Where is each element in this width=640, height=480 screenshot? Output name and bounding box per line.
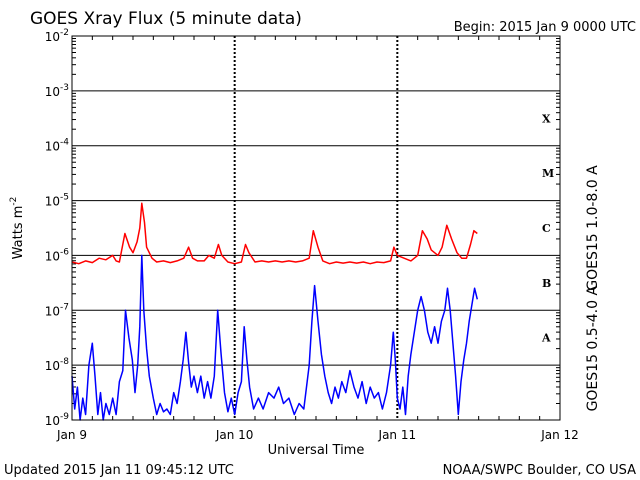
y-tick-base: 10 <box>45 304 60 318</box>
x-tick-label: Jan 9 <box>56 428 87 442</box>
y-tick-label: 10-6 <box>45 247 70 263</box>
y-axis-ticks: 10-910-810-710-610-510-410-310-2 <box>45 28 560 428</box>
begin-time: Begin: 2015 Jan 9 0000 UTC <box>454 20 636 35</box>
flare-class-c: C <box>542 222 551 235</box>
legend-long-channel: GOES15 1.0-8.0 A <box>585 165 601 291</box>
y-tick-label: 10-2 <box>45 28 69 44</box>
y-tick-label: 10-3 <box>45 83 69 99</box>
grid-lines <box>72 36 560 420</box>
y-axis-label-base: Watts m <box>11 206 26 260</box>
y-tick-label: 10-4 <box>45 138 70 154</box>
y-tick-exponent: -7 <box>60 302 69 312</box>
plot-frame <box>71 35 561 421</box>
x-tick-label: Jan 11 <box>378 428 417 442</box>
source-credit: NOAA/SWPC Boulder, CO USA <box>443 463 636 478</box>
x-tick-label: Jan 12 <box>540 428 579 442</box>
y-tick-exponent: -3 <box>60 83 69 93</box>
y-tick-base: 10 <box>45 30 60 44</box>
flare-class-labels: A B C M X <box>541 112 554 344</box>
y-tick-label: 10-5 <box>45 193 69 209</box>
y-tick-exponent: -4 <box>60 138 69 148</box>
y-tick-exponent: -9 <box>60 412 69 422</box>
x-axis-ticks: Jan 9 Jan 10 Jan 11 Jan 12 <box>56 36 579 442</box>
y-axis-label-exponent: -2 <box>9 197 19 206</box>
y-tick-base: 10 <box>45 414 60 428</box>
y-tick-base: 10 <box>45 140 60 154</box>
y-tick-label: 10-8 <box>45 357 70 373</box>
y-tick-base: 10 <box>45 195 60 209</box>
legend-short-channel: GOES15 0.5-4.0 A <box>585 286 601 412</box>
y-tick-exponent: -8 <box>60 357 69 367</box>
x-axis-label: Universal Time <box>268 443 365 458</box>
updated-timestamp: Updated 2015 Jan 11 09:45:12 UTC <box>4 463 234 478</box>
y-tick-exponent: -5 <box>60 193 69 203</box>
y-tick-base: 10 <box>45 85 60 99</box>
flare-class-x: X <box>542 112 551 125</box>
x-tick-label: Jan 10 <box>215 428 254 442</box>
y-tick-exponent: -2 <box>60 28 69 38</box>
flare-class-b: B <box>542 277 551 290</box>
series-line-1 <box>71 254 479 421</box>
series-line-0 <box>71 202 478 265</box>
series-lines <box>71 202 479 421</box>
y-tick-label: 10-9 <box>45 412 70 428</box>
chart-title: GOES Xray Flux (5 minute data) <box>30 9 302 29</box>
flare-class-a: A <box>541 332 551 345</box>
y-axis-label: Watts m-2 <box>9 197 26 260</box>
y-tick-base: 10 <box>45 249 60 263</box>
y-tick-exponent: -6 <box>60 247 69 257</box>
flare-class-m: M <box>542 167 554 180</box>
y-tick-label: 10-7 <box>45 302 69 318</box>
y-tick-base: 10 <box>45 359 60 373</box>
